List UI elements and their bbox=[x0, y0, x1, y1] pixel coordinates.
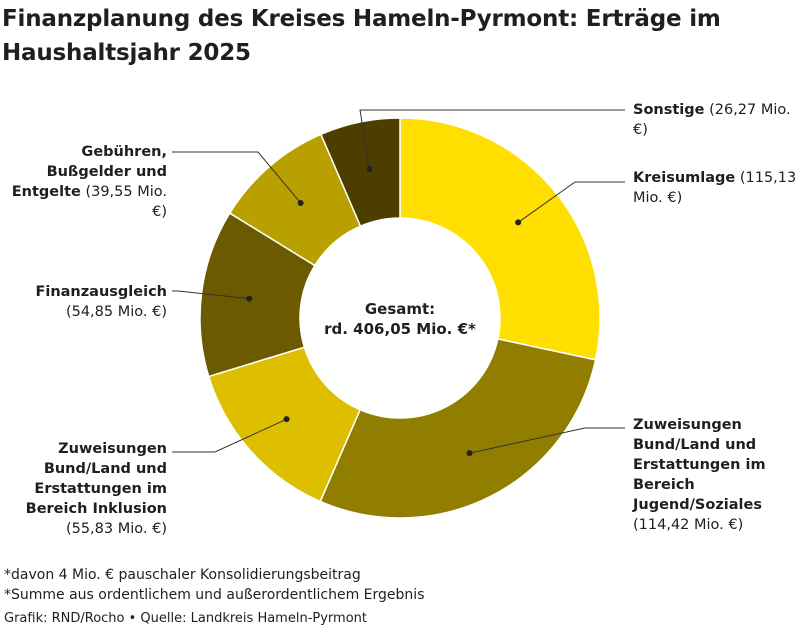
leader-dot-2 bbox=[283, 416, 290, 423]
leader-line-1 bbox=[469, 427, 625, 454]
slice-label-2: Zuweisungen Bund/Land und Erstattungen im B… bbox=[26, 441, 167, 537]
donut-slices bbox=[199, 117, 601, 519]
slice-labels: Kreisumlage (115,13 Mio. €) Zuweisungen Bun… bbox=[12, 102, 797, 537]
leader-line-2 bbox=[172, 418, 287, 453]
leader-line-3 bbox=[172, 290, 250, 300]
leader-line-5 bbox=[359, 109, 625, 170]
slice-label-0: Kreisumlage (115,13 Mio. €) bbox=[633, 170, 796, 206]
slice-5 bbox=[319, 117, 401, 228]
slice-label-1: Zuweisungen Bund/Land und Erstattungen im B… bbox=[632, 417, 766, 533]
slice-label-4: Gebühren, Bußgelder und Entgelte (39,55 Mi… bbox=[12, 144, 167, 220]
leader-dot-1 bbox=[466, 450, 473, 457]
chart-title: Finanzplanung des Kreises Hameln-Pyrmont… bbox=[2, 6, 721, 66]
slice-label-3: Finanzausgleich (54,85 Mio. €) bbox=[35, 284, 167, 320]
footnote-1: *davon 4 Mio. € pauschaler Konsolidierun… bbox=[4, 567, 361, 583]
slice-label-5: Sonstige (26,27 Mio. €) bbox=[633, 102, 791, 138]
leader-line-0 bbox=[517, 181, 625, 223]
leader-dot-4 bbox=[297, 199, 304, 206]
leader-dot-5 bbox=[366, 166, 373, 173]
center-label-line-1: Gesamt: bbox=[365, 300, 435, 318]
leader-line-4 bbox=[172, 151, 302, 204]
source-credit: Grafik: RND/Rocho • Quelle: Landkreis Ha… bbox=[4, 611, 367, 626]
slice-0 bbox=[399, 117, 601, 361]
donut-chart: Kreisumlage (115,13 Mio. €) Zuweisungen Bun… bbox=[12, 102, 797, 537]
leader-dot-3 bbox=[246, 295, 253, 302]
footnote-2: *Summe aus ordentlichem und außerordentl… bbox=[4, 587, 425, 603]
slice-1 bbox=[319, 338, 597, 519]
leader-dot-0 bbox=[515, 219, 522, 226]
center-label-line-2: rd. 406,05 Mio. €* bbox=[324, 320, 476, 338]
leader-lines bbox=[172, 109, 625, 457]
